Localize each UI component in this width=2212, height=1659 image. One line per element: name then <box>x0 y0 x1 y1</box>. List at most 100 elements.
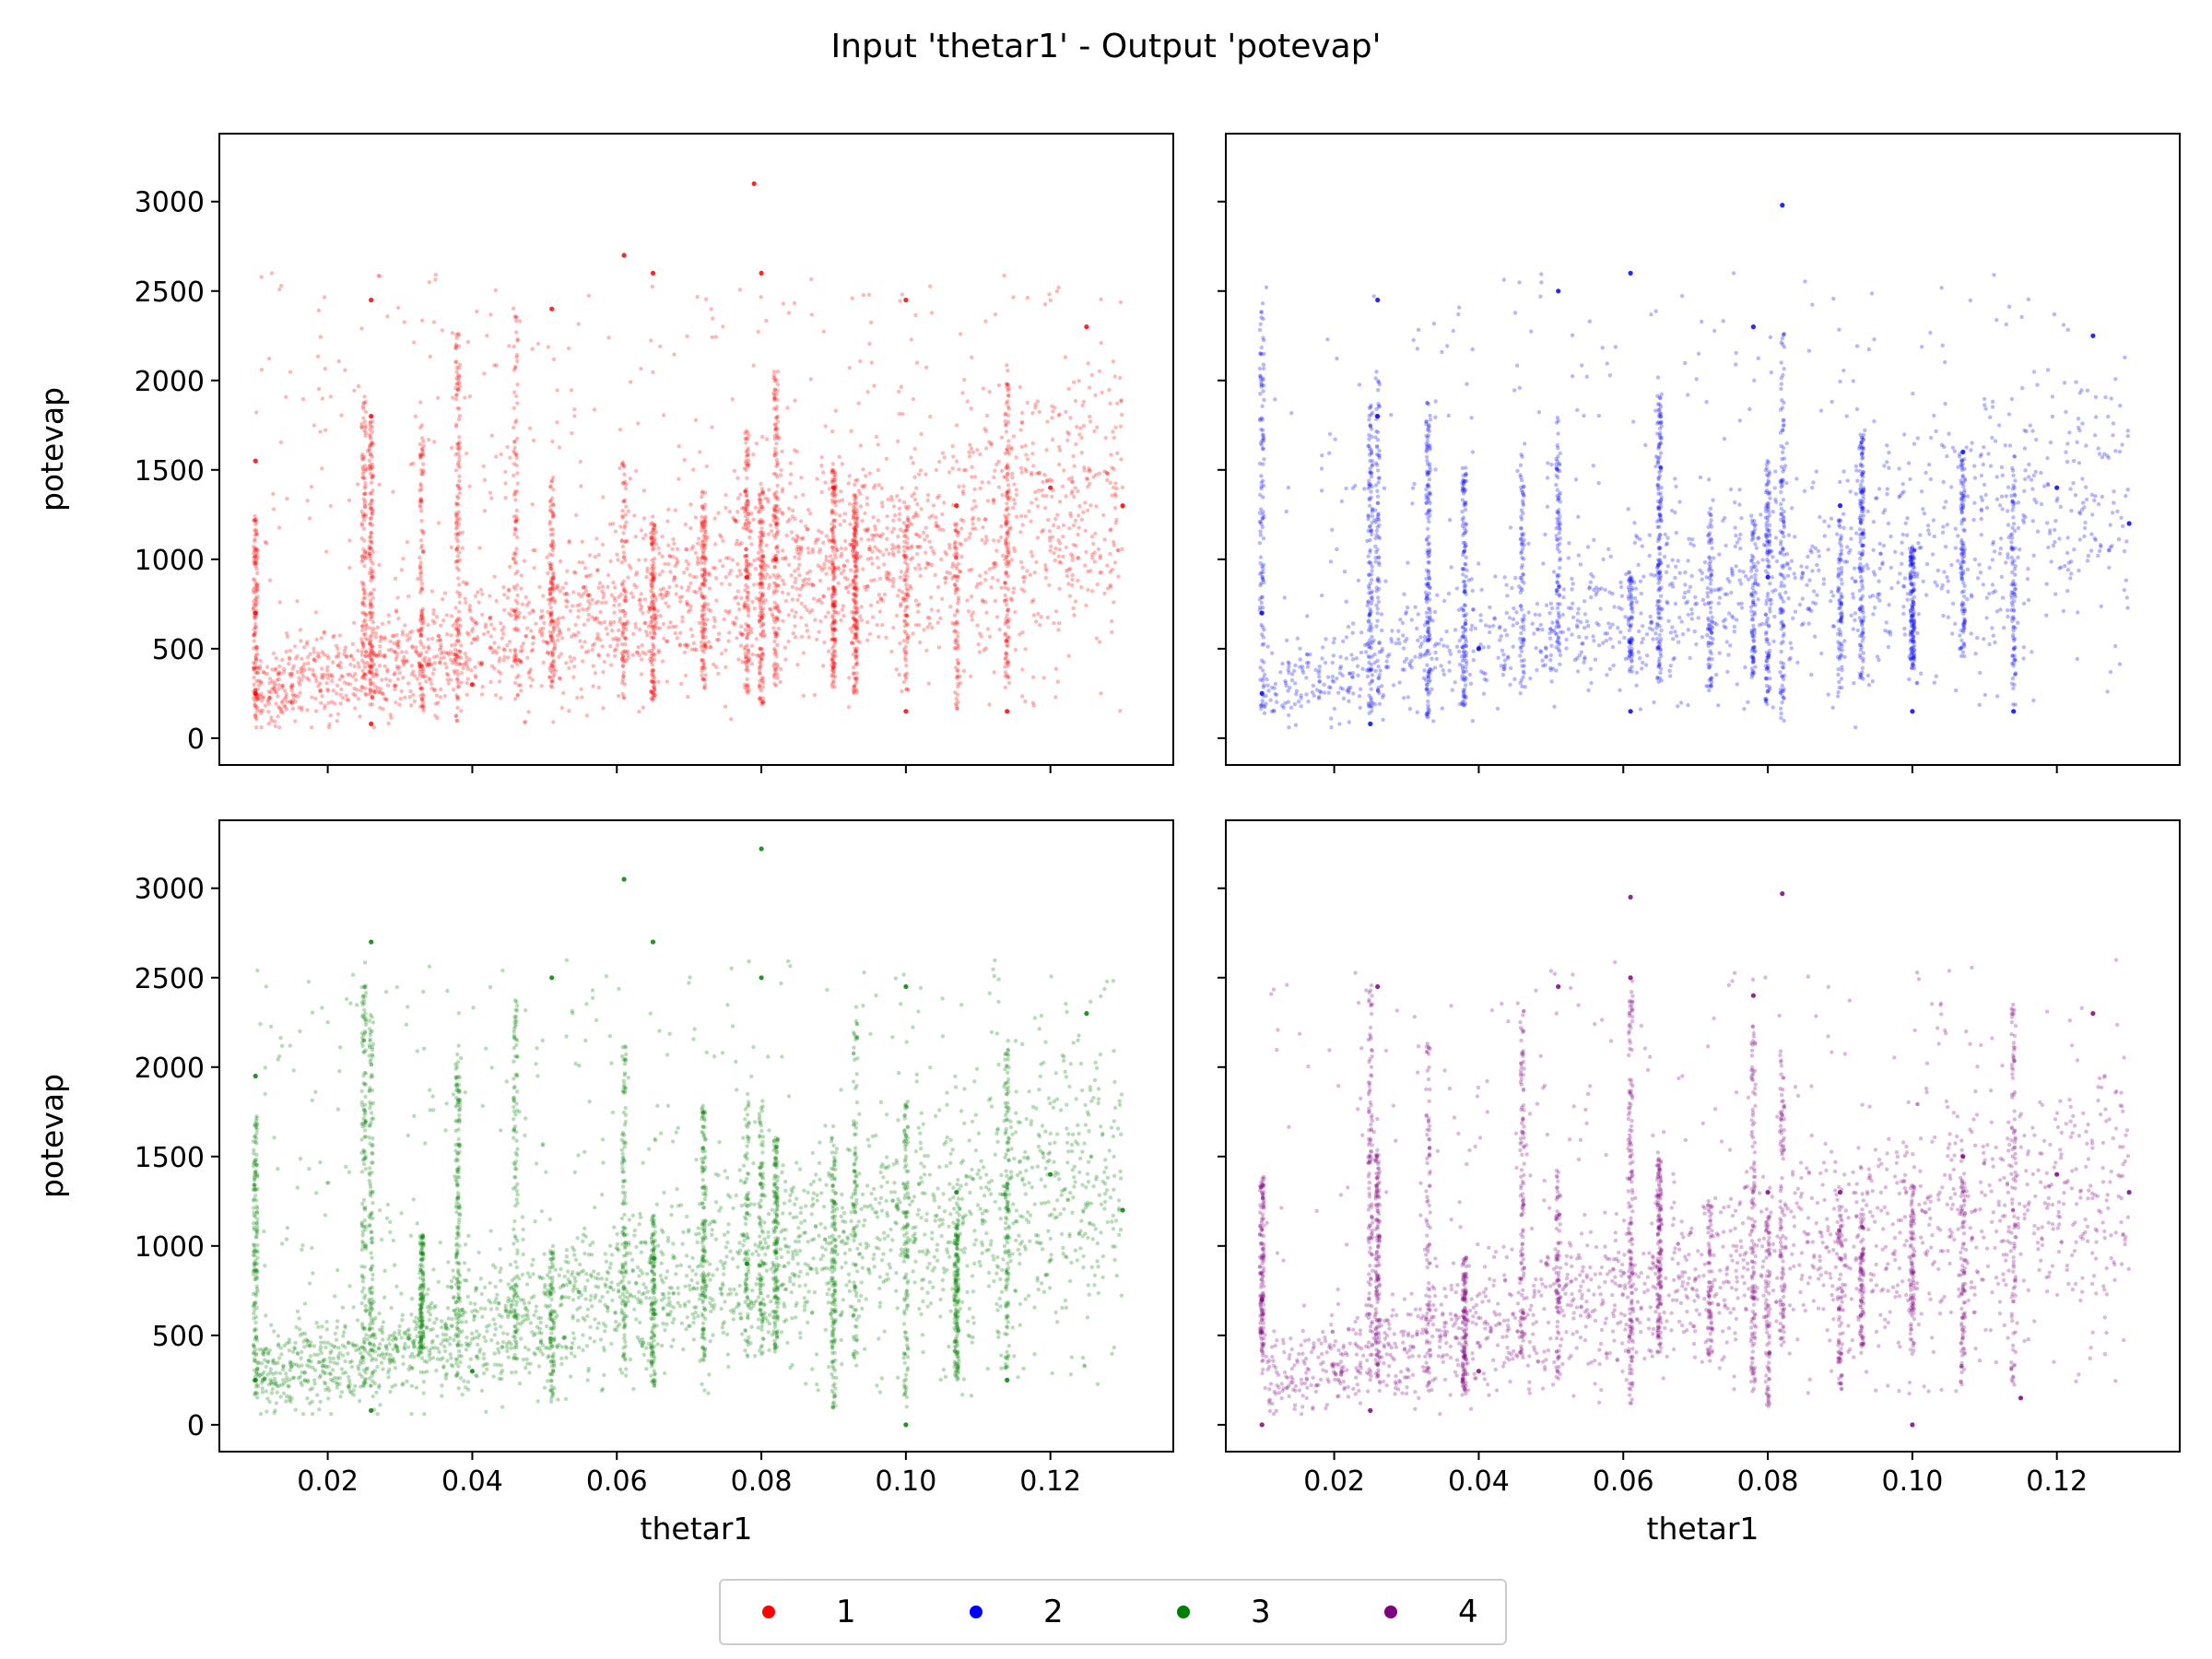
data-point <box>1003 411 1008 416</box>
data-point <box>764 437 770 441</box>
data-point <box>373 631 378 636</box>
data-point <box>331 688 335 693</box>
data-point <box>788 461 794 465</box>
data-point <box>626 575 630 580</box>
data-point <box>362 595 368 600</box>
data-point <box>656 546 661 550</box>
data-point <box>453 526 459 531</box>
data-point <box>884 547 889 552</box>
data-point <box>842 575 847 580</box>
data-point <box>975 582 981 586</box>
data-point <box>767 582 771 587</box>
data-point <box>931 503 936 508</box>
data-point <box>454 668 460 674</box>
data-point <box>863 511 867 516</box>
data-point <box>569 659 574 664</box>
data-point <box>656 679 661 684</box>
data-point <box>284 649 288 654</box>
data-point <box>831 518 836 524</box>
data-point <box>833 503 838 508</box>
data-point <box>594 536 599 541</box>
data-point <box>934 467 939 473</box>
data-point <box>428 354 432 359</box>
data-point <box>441 597 445 602</box>
data-point <box>550 651 556 655</box>
data-point <box>649 588 653 594</box>
data-point <box>483 622 488 627</box>
data-point <box>953 690 958 695</box>
data-point <box>1084 476 1089 481</box>
data-point <box>450 614 454 618</box>
data-point <box>936 493 942 499</box>
data-point <box>363 433 368 439</box>
data-point <box>300 656 304 661</box>
data-point <box>668 620 673 625</box>
data-point <box>1006 393 1011 397</box>
data-point <box>259 725 264 730</box>
data-point <box>800 536 805 541</box>
data-point <box>724 556 729 560</box>
data-point <box>853 549 858 555</box>
data-point <box>314 637 319 642</box>
data-point <box>789 530 794 535</box>
data-point <box>712 516 717 521</box>
data-point <box>1050 478 1054 484</box>
data-point <box>754 596 759 601</box>
data-point <box>610 628 615 633</box>
data-point <box>512 649 518 653</box>
data-point <box>1088 414 1092 419</box>
data-point <box>925 498 930 503</box>
data-point <box>904 586 909 591</box>
data-point <box>452 688 456 692</box>
data-point <box>797 572 802 578</box>
data-point <box>971 450 976 454</box>
data-point <box>790 608 794 613</box>
data-point <box>1041 676 1046 680</box>
data-point <box>1034 497 1039 501</box>
data-point <box>453 452 458 457</box>
data-point <box>561 690 566 696</box>
data-point <box>775 435 780 440</box>
data-point <box>1566 556 1571 560</box>
data-point <box>918 468 924 473</box>
data-point <box>865 638 870 642</box>
data-point <box>1023 647 1028 652</box>
data-point <box>1108 480 1112 485</box>
data-point <box>976 641 981 647</box>
data-point <box>901 545 907 549</box>
data-point <box>312 650 316 654</box>
data-point <box>300 671 304 676</box>
data-point <box>854 551 859 556</box>
data-point <box>803 605 807 609</box>
data-point <box>328 394 334 399</box>
data-point <box>524 594 528 599</box>
data-point <box>861 292 866 298</box>
data-point <box>549 596 554 601</box>
data-point <box>457 487 462 491</box>
data-point <box>1010 476 1015 480</box>
data-point <box>623 622 628 627</box>
data-point <box>502 648 507 653</box>
data-point <box>645 570 650 574</box>
data-point <box>539 684 544 688</box>
data-point <box>613 598 618 603</box>
data-point <box>418 686 423 691</box>
data-point <box>620 509 625 513</box>
data-point <box>367 653 371 659</box>
data-point <box>555 388 559 393</box>
data-point <box>1006 586 1011 592</box>
data-point <box>794 547 799 552</box>
data-point <box>1093 393 1098 397</box>
data-point <box>1019 470 1024 475</box>
data-point <box>611 580 616 585</box>
data-point <box>1549 643 1554 648</box>
data-point <box>683 522 688 527</box>
data-point <box>1716 601 1722 606</box>
data-point <box>738 630 743 635</box>
data-point <box>743 489 748 495</box>
data-point <box>801 651 806 655</box>
data-point <box>1078 426 1083 430</box>
data-point <box>702 686 708 690</box>
data-point <box>749 542 754 547</box>
data-point <box>674 556 679 561</box>
